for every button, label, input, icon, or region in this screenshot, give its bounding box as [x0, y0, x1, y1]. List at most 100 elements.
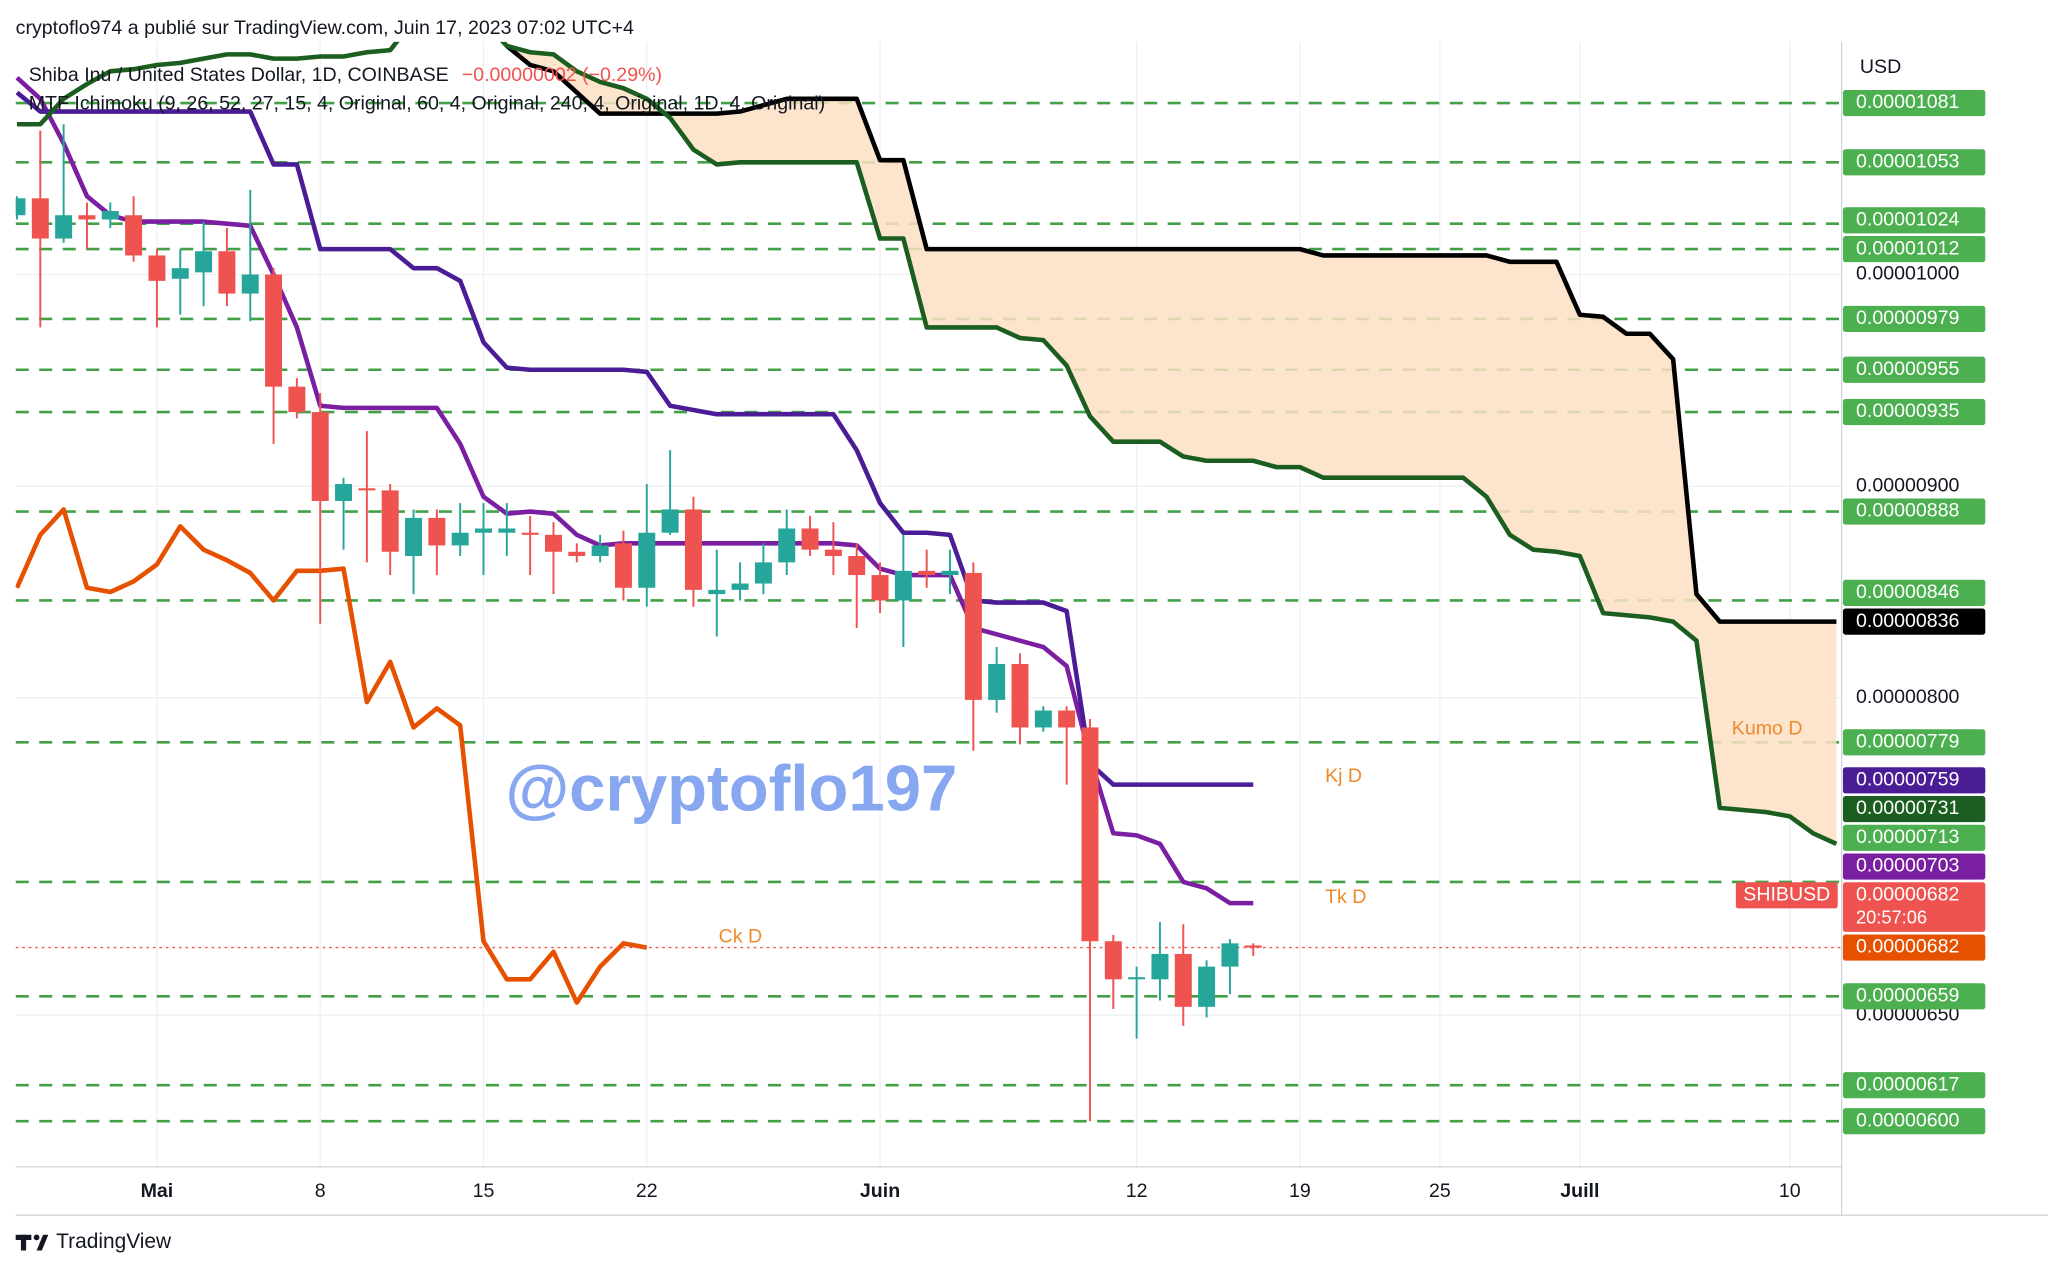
- y-tick-label: 0.00000800: [1856, 686, 1960, 708]
- candle-body: [15, 198, 26, 216]
- series-label: Kj D: [1325, 765, 1362, 787]
- ichimoku-line: [15, 90, 1254, 787]
- candle-body: [731, 583, 749, 590]
- price-change: −0.00000002 (−0.29%): [462, 64, 662, 86]
- header: cryptoflo974 a publié sur TradingView.co…: [16, 17, 634, 39]
- x-tick-label: Juin: [860, 1180, 900, 1202]
- candle-body: [754, 562, 772, 584]
- candle-body: [824, 549, 842, 557]
- candle-body: [1104, 941, 1122, 980]
- candle-body: [335, 484, 353, 501]
- candle-body: [148, 255, 166, 281]
- candle-body: [1011, 663, 1029, 728]
- candle-body: [288, 386, 306, 413]
- candle-body: [568, 551, 586, 557]
- candle-body: [31, 198, 49, 239]
- price-badge-label: 0.00000713: [1856, 826, 1960, 848]
- ichimoku-line: [15, 507, 648, 1005]
- series-label: Tk D: [1325, 886, 1366, 908]
- price-badge: [1842, 729, 1986, 756]
- price-badge-label: 0.00000703: [1856, 855, 1960, 877]
- candle-body: [101, 211, 119, 220]
- candle-body: [614, 543, 632, 588]
- candle-body: [1198, 966, 1216, 1007]
- candle-body: [171, 268, 189, 279]
- candle-body: [265, 274, 283, 387]
- price-badge: [1842, 399, 1986, 426]
- price-badge-label: 0.00000659: [1856, 984, 1959, 1006]
- price-badge: [1842, 853, 1986, 880]
- price-badge: [1842, 149, 1986, 176]
- candle-body: [521, 532, 539, 535]
- candle-body: [55, 215, 73, 239]
- candle-body: [638, 532, 656, 588]
- candle-body: [848, 556, 866, 576]
- symbol-title: Shiba Inu / United States Dollar, 1D, CO…: [29, 64, 449, 86]
- x-tick-label: 25: [1429, 1180, 1451, 1202]
- candle-body: [241, 274, 259, 294]
- price-badge: [1842, 305, 1986, 333]
- candle-body: [778, 528, 796, 563]
- candle-body: [1081, 727, 1099, 942]
- candle-body: [381, 490, 399, 552]
- series-label: Ck D: [719, 925, 763, 947]
- watermark: @cryptoflo197: [505, 751, 957, 824]
- ichimoku-line: [505, 44, 1837, 624]
- x-tick-label: 10: [1779, 1180, 1801, 1202]
- price-badge: [1842, 236, 1986, 263]
- price-badge-label: 0.00000888: [1856, 500, 1960, 522]
- candle-body: [358, 488, 376, 491]
- plot-area: [15, 41, 1842, 1167]
- price-badge-label: 0.00000682: [1856, 936, 1959, 958]
- price-badge-label: 0.00000617: [1856, 1073, 1959, 1095]
- candle-body: [1034, 710, 1052, 728]
- candle-body: [1221, 943, 1239, 967]
- price-badge-label: 0.00000682: [1856, 883, 1959, 905]
- kumo-fill: [506, 45, 1837, 844]
- price-badge-label: 0.00001081: [1856, 91, 1959, 113]
- candle-body: [801, 528, 819, 550]
- candle-body: [708, 589, 726, 595]
- candle-body: [78, 215, 96, 220]
- price-badge: [1842, 356, 1986, 383]
- candle-body: [894, 570, 912, 601]
- price-badge: [1842, 498, 1986, 525]
- candle-body: [428, 517, 446, 546]
- candle-body: [871, 575, 889, 601]
- price-badge: [1842, 983, 1986, 1010]
- x-tick-label: Mai: [141, 1180, 174, 1202]
- candle-body: [1174, 953, 1192, 1007]
- candle-body: [661, 509, 679, 533]
- currency: USD: [1860, 56, 1901, 78]
- x-tick-label: 8: [315, 1180, 326, 1202]
- candle-body: [475, 528, 492, 533]
- candle-body: [125, 215, 143, 256]
- x-tick-label: 12: [1126, 1180, 1148, 1202]
- y-tick-label: 0.00001000: [1856, 263, 1960, 285]
- ichimoku-line: [15, 75, 1254, 906]
- symbol-badge-label: SHIBUSD: [1743, 883, 1830, 905]
- x-tick-label: 15: [473, 1180, 495, 1202]
- candle-body: [1151, 953, 1169, 980]
- kumo-label: Kumo D: [1732, 717, 1803, 739]
- y-tick-label: 0.00000900: [1856, 474, 1960, 496]
- candle-body: [988, 663, 1006, 700]
- candle-body: [1058, 710, 1076, 728]
- price-badge-label: 0.00000731: [1856, 797, 1959, 819]
- x-tick-label: 22: [636, 1180, 658, 1202]
- indicator-title: MTF Ichimoku (9, 26, 52, 27, 15, 4, Orig…: [29, 93, 825, 115]
- candle-body: [311, 412, 329, 501]
- price-badge: [1842, 934, 1986, 961]
- price-badge: [1842, 579, 1986, 606]
- candle-body: [544, 534, 562, 552]
- price-badge: [1842, 824, 1986, 851]
- candle-body: [964, 572, 982, 700]
- price-badge: [1842, 882, 1986, 932]
- candle-body: [1244, 945, 1262, 948]
- footer-brand: TradingView: [56, 1230, 172, 1253]
- price-badge: [1842, 1108, 1986, 1135]
- price-badge-label: 0.00000955: [1856, 358, 1960, 380]
- price-badge: [1842, 207, 1986, 234]
- candle-body: [684, 509, 702, 590]
